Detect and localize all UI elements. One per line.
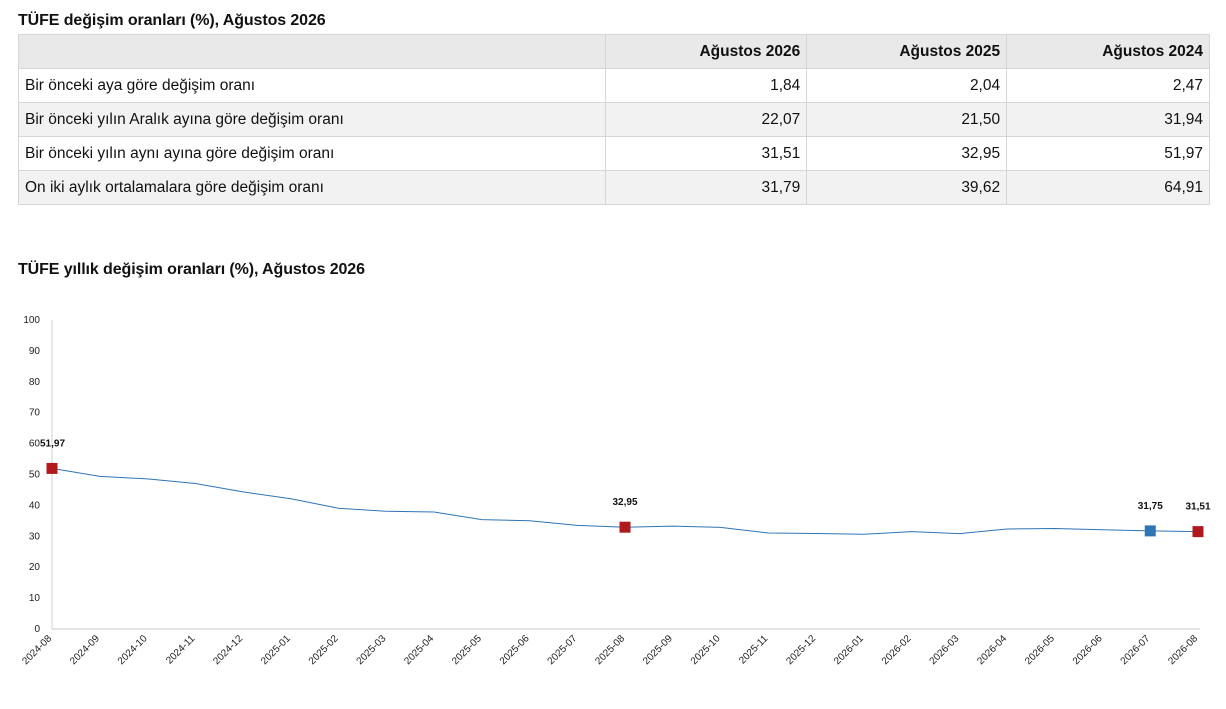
y-tick-label: 20 — [29, 562, 41, 573]
column-header-aug-2024: Ağustos 2024 — [1006, 34, 1210, 69]
table-cell: 32,95 — [806, 136, 1008, 171]
x-tick-label: 2026-02 — [880, 633, 914, 667]
x-tick-label: 2025-05 — [450, 633, 484, 667]
y-tick-label: 90 — [29, 346, 41, 357]
table-header-row: Ağustos 2026 Ağustos 2025 Ağustos 2024 — [17, 34, 1210, 69]
x-tick-label: 2025-06 — [498, 633, 532, 667]
data-label: 31,51 — [1185, 502, 1210, 513]
x-tick-label: 2024-12 — [211, 633, 245, 667]
y-tick-label: 70 — [29, 408, 41, 419]
y-tick-label: 30 — [29, 531, 41, 542]
x-tick-label: 2025-12 — [784, 633, 818, 667]
y-tick-label: 80 — [29, 377, 41, 388]
data-label: 31,75 — [1138, 501, 1163, 512]
x-tick-label: 2026-08 — [1166, 633, 1200, 667]
x-tick-label: 2026-03 — [928, 633, 962, 667]
table-cell: 2,47 — [1006, 68, 1210, 103]
table-cell: 21,50 — [806, 102, 1008, 137]
table-row: On iki aylık ortalamalara göre değişim o… — [17, 170, 1210, 205]
table-cell: 31,94 — [1006, 102, 1210, 137]
cpi-table: Ağustos 2026 Ağustos 2025 Ağustos 2024 B… — [17, 34, 1210, 205]
x-tick-label: 2026-05 — [1023, 633, 1057, 667]
x-tick-label: 2025-03 — [355, 633, 389, 667]
highlight-marker — [1192, 526, 1204, 538]
y-tick-label: 10 — [29, 593, 41, 604]
table-row: Bir önceki yılın Aralık ayına göre değiş… — [17, 102, 1210, 137]
x-tick-label: 2025-09 — [641, 633, 675, 667]
x-tick-label: 2026-07 — [1119, 633, 1153, 667]
x-tick-label: 2025-02 — [307, 633, 341, 667]
x-tick-label: 2025-11 — [737, 633, 771, 667]
x-tick-label: 2025-07 — [546, 633, 580, 667]
x-tick-label: 2024-11 — [164, 633, 198, 667]
x-tick-label: 2026-01 — [832, 633, 866, 667]
x-tick-label: 2025-04 — [402, 633, 436, 667]
table-cell: 31,51 — [605, 136, 808, 171]
table-row: Bir önceki yılın aynı ayına göre değişim… — [17, 136, 1210, 171]
row-label: Bir önceki yılın Aralık ayına göre değiş… — [17, 102, 607, 137]
highlight-marker — [1144, 525, 1156, 537]
x-tick-label: 2025-10 — [689, 633, 723, 667]
column-header-aug-2026: Ağustos 2026 — [605, 34, 808, 69]
chart-title: TÜFE yıllık değişim oranları (%), Ağusto… — [18, 261, 365, 278]
line-chart: 0 10 20 30 40 50 60 70 80 90 100 2024-08 2024-09 2024… — [20, 315, 1211, 667]
x-tick-label: 2026-04 — [975, 633, 1009, 667]
data-label: 51,97 — [40, 438, 65, 449]
table-row: Bir önceki aya göre değişim oranı 1,84 2… — [17, 68, 1210, 103]
table-cell: 2,04 — [806, 68, 1008, 103]
table-title: TÜFE değişim oranları (%), Ağustos 2026 — [18, 12, 326, 29]
highlight-marker — [46, 462, 58, 474]
row-label: On iki aylık ortalamalara göre değişim o… — [17, 170, 607, 205]
data-label: 32,95 — [612, 497, 637, 508]
table-cell: 31,79 — [605, 170, 808, 205]
x-tick-label: 2025-08 — [593, 633, 627, 667]
x-tick-label: 2024-09 — [68, 633, 102, 667]
y-tick-label: 100 — [23, 315, 40, 326]
row-label: Bir önceki yılın aynı ayına göre değişim… — [17, 136, 607, 171]
column-header-empty — [17, 34, 607, 69]
table-cell: 39,62 — [806, 170, 1008, 205]
x-tick-label: 2025-01 — [259, 633, 293, 667]
y-tick-label: 60 — [29, 439, 41, 450]
table-cell: 1,84 — [605, 68, 808, 103]
highlight-marker — [619, 521, 631, 533]
y-tick-label: 40 — [29, 500, 41, 511]
x-tick-label: 2026-06 — [1071, 633, 1105, 667]
row-label: Bir önceki aya göre değişim oranı — [17, 68, 607, 103]
y-tick-label: 0 — [34, 624, 40, 635]
table-cell: 64,91 — [1006, 170, 1210, 205]
column-header-aug-2025: Ağustos 2025 — [806, 34, 1008, 69]
table-cell: 51,97 — [1006, 136, 1210, 171]
y-tick-label: 50 — [29, 470, 41, 481]
table-cell: 22,07 — [605, 102, 808, 137]
x-tick-label: 2024-10 — [116, 633, 150, 667]
x-tick-label: 2024-08 — [20, 633, 54, 667]
